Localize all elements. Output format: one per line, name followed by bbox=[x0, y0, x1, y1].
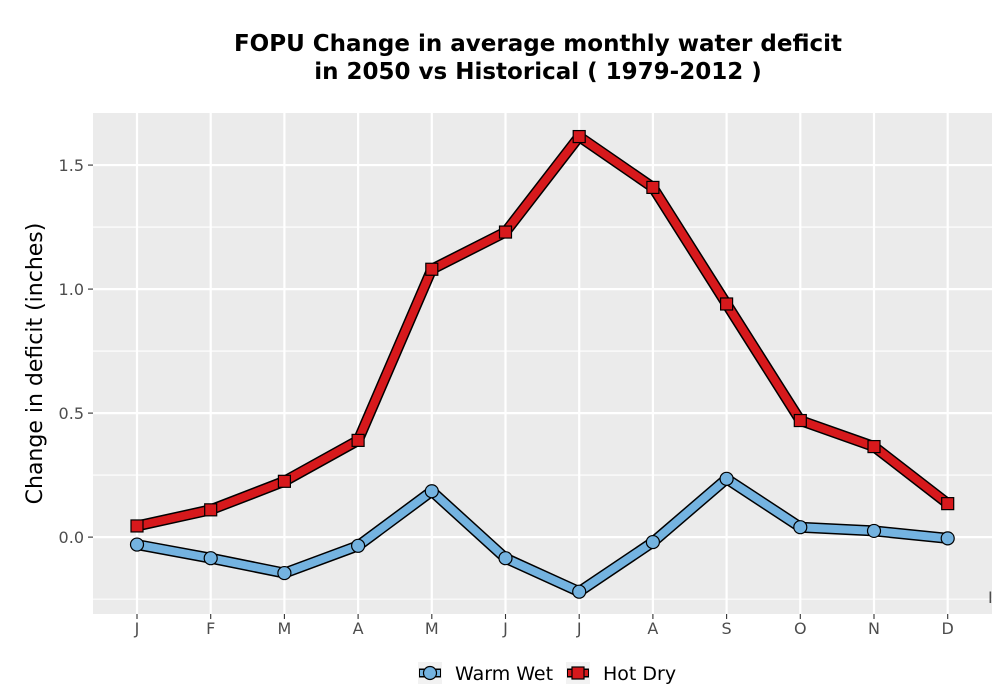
series-warm-wet bbox=[129, 471, 955, 599]
data-point bbox=[204, 503, 218, 517]
data-point bbox=[498, 551, 513, 566]
legend-item-warm-wet: Warm Wet bbox=[418, 662, 553, 685]
y-tick-label: 1.0 bbox=[59, 280, 84, 299]
data-point bbox=[498, 225, 513, 239]
legend-label: Hot Dry bbox=[603, 663, 676, 685]
series-line bbox=[133, 474, 952, 596]
data-point bbox=[866, 523, 882, 539]
data-point bbox=[645, 534, 661, 550]
series-hot-dry bbox=[130, 129, 955, 533]
data-point bbox=[130, 519, 144, 533]
y-axis-title: Change in deficit (inches) bbox=[23, 223, 48, 505]
data-point bbox=[351, 433, 365, 447]
legend-marker bbox=[571, 666, 585, 680]
chart-title-line-2: in 2050 vs Historical ( 1979-2012 ) bbox=[314, 59, 762, 85]
x-tick-label: J bbox=[502, 619, 508, 638]
x-tick-label: N bbox=[868, 619, 880, 638]
y-tick-label: 0.0 bbox=[59, 528, 84, 547]
data-point bbox=[719, 471, 734, 486]
series-line bbox=[133, 132, 952, 530]
data-point bbox=[203, 551, 218, 566]
legend-label: Warm Wet bbox=[455, 663, 553, 685]
y-tick-label: 1.5 bbox=[59, 156, 84, 175]
data-point bbox=[793, 413, 807, 428]
x-tick-label: F bbox=[206, 619, 215, 638]
legend: Warm Wet Hot Dry bbox=[418, 662, 676, 685]
data-point bbox=[867, 439, 881, 454]
y-axis-ticks: 0.0 0.5 1.0 1.5 bbox=[59, 156, 93, 547]
chart-title: FOPU Change in average monthly water def… bbox=[0, 30, 1000, 86]
data-point bbox=[425, 262, 439, 276]
data-point bbox=[793, 520, 808, 535]
y-tick-label: 0.5 bbox=[59, 404, 84, 423]
major-gridlines bbox=[93, 113, 992, 614]
minor-gridlines bbox=[93, 226, 992, 600]
data-point bbox=[719, 297, 734, 311]
x-tick-label: A bbox=[647, 619, 658, 638]
x-tick-label: J bbox=[576, 619, 582, 638]
x-tick-label: D bbox=[942, 619, 954, 638]
series-layer bbox=[129, 129, 955, 599]
data-point bbox=[646, 180, 660, 195]
chart-title-line-1: FOPU Change in average monthly water def… bbox=[233, 31, 843, 57]
data-point bbox=[572, 129, 586, 144]
legend-marker bbox=[422, 665, 438, 681]
x-tick-label: M bbox=[425, 619, 439, 638]
data-point bbox=[572, 584, 587, 599]
data-point bbox=[941, 497, 955, 511]
data-point bbox=[351, 538, 366, 553]
data-point bbox=[277, 474, 291, 488]
stray-mark: I bbox=[988, 588, 993, 607]
data-point bbox=[940, 531, 955, 546]
data-point bbox=[424, 484, 439, 499]
x-tick-label: A bbox=[353, 619, 364, 638]
x-tick-label: O bbox=[794, 619, 807, 638]
data-point bbox=[277, 565, 292, 581]
legend-item-hot-dry: Hot Dry bbox=[566, 662, 676, 685]
x-tick-label: M bbox=[277, 619, 291, 638]
x-tick-label: S bbox=[722, 619, 732, 638]
data-point bbox=[129, 537, 145, 552]
x-tick-label: J bbox=[134, 619, 140, 638]
